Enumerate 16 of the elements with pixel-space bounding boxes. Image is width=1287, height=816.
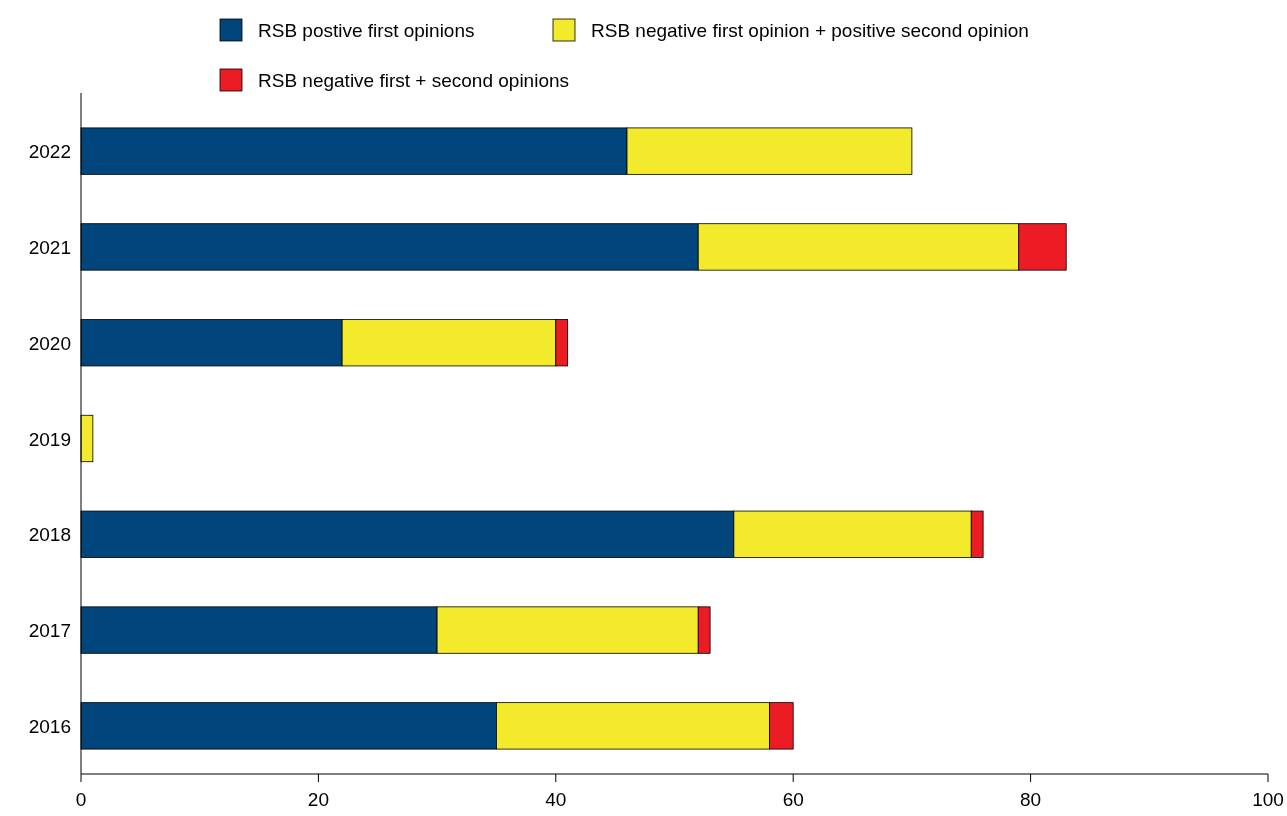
legend-label: RSB postive first opinions [258, 20, 475, 41]
legend-label: RSB negative first opinion + positive second opinion [591, 20, 1029, 41]
y-tick-label: 2018 [28, 524, 71, 546]
x-tick-label: 20 [307, 789, 329, 810]
y-tick-label: 2019 [28, 428, 71, 450]
x-tick-label: 100 [1252, 789, 1284, 810]
x-tick-label: 80 [1020, 789, 1042, 810]
y-tick-label: 2021 [28, 236, 71, 258]
x-tick-label: 0 [75, 789, 87, 810]
legend-label: RSB negative first + second opinions [258, 70, 570, 91]
y-tick-label: 2016 [28, 715, 71, 737]
y-tick-label: 2020 [28, 332, 71, 354]
y-tick-label: 2022 [28, 141, 71, 163]
x-tick-label: 40 [545, 789, 567, 810]
y-tick-label: 2017 [28, 620, 71, 642]
x-tick-label: 60 [782, 789, 804, 810]
